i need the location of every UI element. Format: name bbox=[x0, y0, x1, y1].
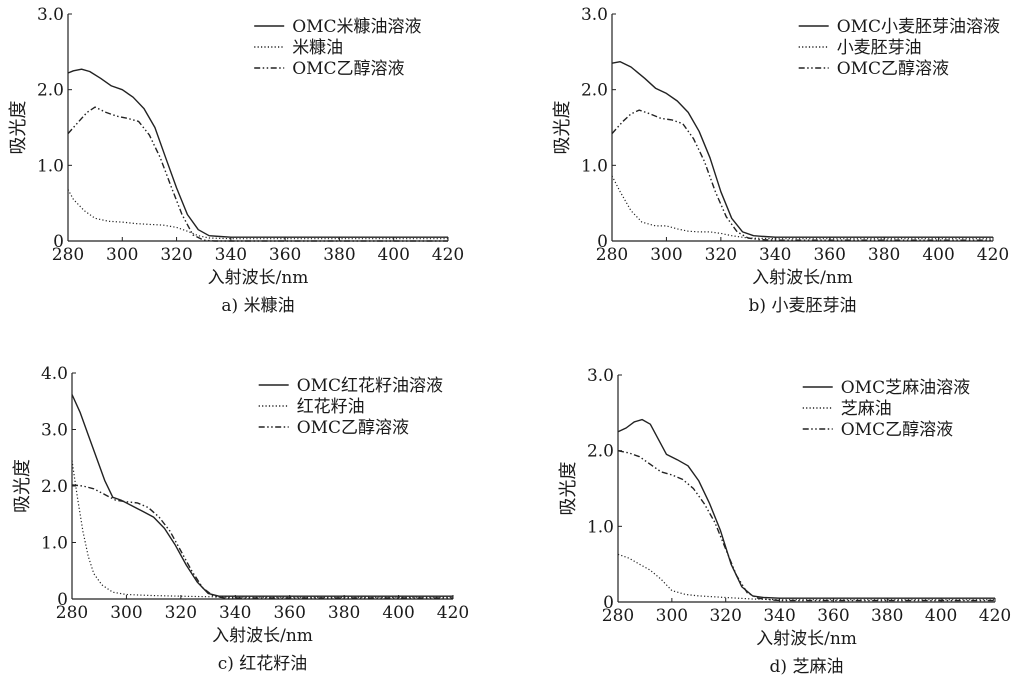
x-tick-label: 320 bbox=[165, 603, 197, 623]
series-line-2 bbox=[67, 189, 448, 240]
x-tick-label: 420 bbox=[977, 245, 1009, 265]
x-tick-label: 380 bbox=[868, 245, 900, 265]
x-tick-label: 380 bbox=[871, 606, 903, 626]
x-tick-label: 360 bbox=[273, 603, 305, 623]
series-line-1 bbox=[71, 394, 453, 597]
x-axis-title: 入射波长/nm bbox=[212, 626, 313, 646]
x-tick-label: 300 bbox=[656, 606, 688, 626]
panel-caption: d) 芝麻油 bbox=[770, 657, 844, 677]
series-line-2 bbox=[617, 553, 995, 601]
x-tick-label: 400 bbox=[377, 245, 409, 265]
series-line-1 bbox=[617, 418, 995, 599]
series-line-1 bbox=[611, 61, 993, 238]
legend-label: OMC乙醇溶液 bbox=[841, 420, 953, 440]
y-tick-label: 2.0 bbox=[41, 477, 68, 497]
panel-c: 280 300 320 340 360 380 400 420 0 1.0 2.0 3.0 4.0 入射波… bbox=[12, 364, 469, 674]
x-tick-label: 360 bbox=[269, 245, 301, 265]
y-tick-label: 3.0 bbox=[37, 5, 64, 25]
legend-label: 米糠油 bbox=[292, 37, 343, 58]
x-tick-label: 400 bbox=[382, 603, 414, 623]
x-tick-label: 320 bbox=[705, 245, 737, 265]
legend-label: OMC红花籽油溶液 bbox=[297, 376, 443, 396]
panel-d: 280 300 320 340 360 380 400 420 0 1.0 2.0 3.0 入射波长/n… bbox=[558, 366, 1011, 677]
series-line-1 bbox=[67, 68, 448, 238]
legend-label: OMC乙醇溶液 bbox=[837, 59, 949, 79]
series-line-3 bbox=[71, 484, 453, 599]
x-tick-label: 380 bbox=[328, 603, 360, 623]
x-tick-label: 400 bbox=[922, 245, 954, 265]
y-tick-label: 4.0 bbox=[41, 364, 68, 384]
legend-label: OMC小麦胚芽油溶液 bbox=[837, 17, 1000, 37]
legend-label: OMC乙醇溶液 bbox=[297, 418, 409, 438]
x-axis-title: 入射波长/nm bbox=[756, 629, 857, 649]
series-line-3 bbox=[611, 109, 993, 241]
panel-caption: b) 小麦胚芽油 bbox=[749, 296, 857, 316]
y-tick-label: 1.0 bbox=[37, 156, 64, 176]
y-tick-label: 2.0 bbox=[37, 81, 64, 101]
y-tick-label: 3.0 bbox=[581, 5, 608, 25]
panel-caption: a) 米糠油 bbox=[221, 295, 294, 316]
x-tick-label: 340 bbox=[215, 245, 247, 265]
x-tick-label: 280 bbox=[56, 603, 88, 623]
y-axis-title: 吸光度 bbox=[552, 101, 573, 155]
y-axis-title: 吸光度 bbox=[8, 101, 29, 155]
x-tick-label: 280 bbox=[596, 245, 628, 265]
legend-label: OMC芝麻油溶液 bbox=[841, 378, 970, 398]
y-axis-title: 吸光度 bbox=[558, 462, 579, 516]
y-axis-title: 吸光度 bbox=[12, 459, 33, 513]
legend-label: 小麦胚芽油 bbox=[837, 38, 922, 58]
y-tick-label: 3.0 bbox=[41, 421, 68, 441]
x-tick-label: 380 bbox=[323, 245, 355, 265]
panel-caption: c) 红花籽油 bbox=[218, 654, 308, 674]
x-tick-label: 300 bbox=[110, 603, 142, 623]
x-tick-label: 340 bbox=[759, 245, 791, 265]
y-tick-label: 0 bbox=[603, 593, 614, 613]
x-axis-title: 入射波长/nm bbox=[752, 268, 853, 288]
panel-a: 280 300 320 340 360 380 400 420 0 1.0 2.0 3.0 入射波长/n… bbox=[8, 5, 464, 316]
x-tick-label: 320 bbox=[709, 606, 741, 626]
legend-label: 红花籽油 bbox=[297, 397, 365, 417]
x-tick-label: 300 bbox=[106, 245, 138, 265]
x-tick-label: 340 bbox=[219, 603, 251, 623]
y-tick-label: 2.0 bbox=[581, 81, 608, 101]
y-tick-label: 0 bbox=[57, 590, 68, 610]
x-tick-label: 400 bbox=[925, 606, 957, 626]
y-tick-label: 0 bbox=[53, 232, 64, 252]
series-line-3 bbox=[617, 450, 995, 602]
x-axis-title: 入射波长/nm bbox=[208, 268, 309, 288]
series-line-2 bbox=[71, 460, 453, 598]
x-tick-label: 300 bbox=[650, 245, 682, 265]
x-tick-label: 420 bbox=[979, 606, 1011, 626]
legend-label: 芝麻油 bbox=[841, 399, 892, 419]
series-line-3 bbox=[67, 106, 448, 242]
x-tick-label: 420 bbox=[437, 603, 469, 623]
legend-label: OMC乙醇溶液 bbox=[292, 59, 404, 79]
y-tick-label: 1.0 bbox=[581, 156, 608, 176]
x-tick-label: 280 bbox=[52, 245, 84, 265]
y-tick-label: 0 bbox=[597, 232, 608, 252]
y-tick-label: 3.0 bbox=[587, 366, 614, 386]
legend-label: OMC米糠油溶液 bbox=[292, 16, 421, 37]
x-tick-label: 420 bbox=[432, 245, 464, 265]
x-tick-label: 360 bbox=[813, 245, 845, 265]
panel-b: 280 300 320 340 360 380 400 420 0 1.0 2.0 3.0 入射波长/n… bbox=[552, 5, 1009, 316]
x-tick-label: 280 bbox=[602, 606, 634, 626]
y-tick-label: 2.0 bbox=[587, 442, 614, 462]
y-tick-label: 1.0 bbox=[587, 517, 614, 537]
x-tick-label: 340 bbox=[763, 606, 795, 626]
x-tick-label: 360 bbox=[817, 606, 849, 626]
x-tick-label: 320 bbox=[160, 245, 192, 265]
y-tick-label: 1.0 bbox=[41, 534, 68, 554]
series-line-2 bbox=[611, 175, 993, 240]
